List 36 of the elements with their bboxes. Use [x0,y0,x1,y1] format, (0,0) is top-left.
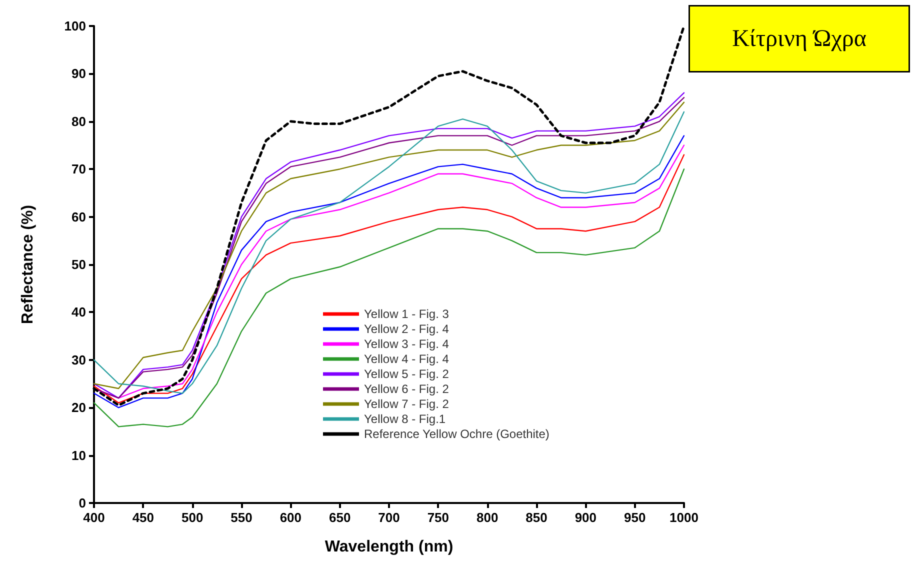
y-tick-label: 40 [72,304,86,320]
y-tick-label: 50 [72,257,86,272]
y-axis-title: Reflectance (%) [20,204,36,324]
legend-label: Yellow 6 - Fig. 2 [364,382,450,396]
legend-label: Yellow 8 - Fig.1 [364,412,446,426]
legend-label: Yellow 4 - Fig. 4 [364,352,450,366]
legend-label: Yellow 7 - Fig. 2 [364,397,450,411]
x-tick-label: 700 [378,510,400,525]
y-tick-label: 20 [72,400,86,416]
y-tick-label: 100 [64,18,86,34]
x-tick-label: 600 [280,510,302,525]
y-tick-label: 70 [72,162,86,177]
y-tick-label: 30 [72,352,86,368]
y-tick-label: 80 [72,114,86,129]
text: Κίτρινη Ώχρα [732,26,867,52]
legend-label: Reference Yellow Ochre (Goethite) [364,427,550,441]
legend-label: Yellow 1 - Fig. 3 [364,307,450,321]
x-tick-label: 950 [624,510,646,525]
y-tick-label: 90 [72,66,86,82]
x-tick-label: 450 [132,510,154,525]
x-tick-label: 850 [526,510,548,525]
legend-label: Yellow 2 - Fig. 4 [364,322,450,336]
x-tick-label: 500 [181,510,204,525]
x-axis-title: Wavelength (nm) [324,538,454,556]
x-tick-label: 400 [83,510,105,525]
x-tick-label: 650 [328,510,351,525]
x-tick-label: 750 [427,510,450,525]
x-tick-label: 900 [574,510,597,525]
x-tick-label: 550 [230,510,252,525]
legend-label: Yellow 3 - Fig. 4 [364,337,450,351]
x-tick-label: 800 [476,510,498,525]
y-tick-label: 0 [78,496,86,510]
y-tick-label: 10 [72,448,86,463]
x-tick-label: 1000 [670,510,698,525]
legend-label: Yellow 5 - Fig. 2 [364,367,450,381]
y-tick-label: 60 [72,209,86,224]
